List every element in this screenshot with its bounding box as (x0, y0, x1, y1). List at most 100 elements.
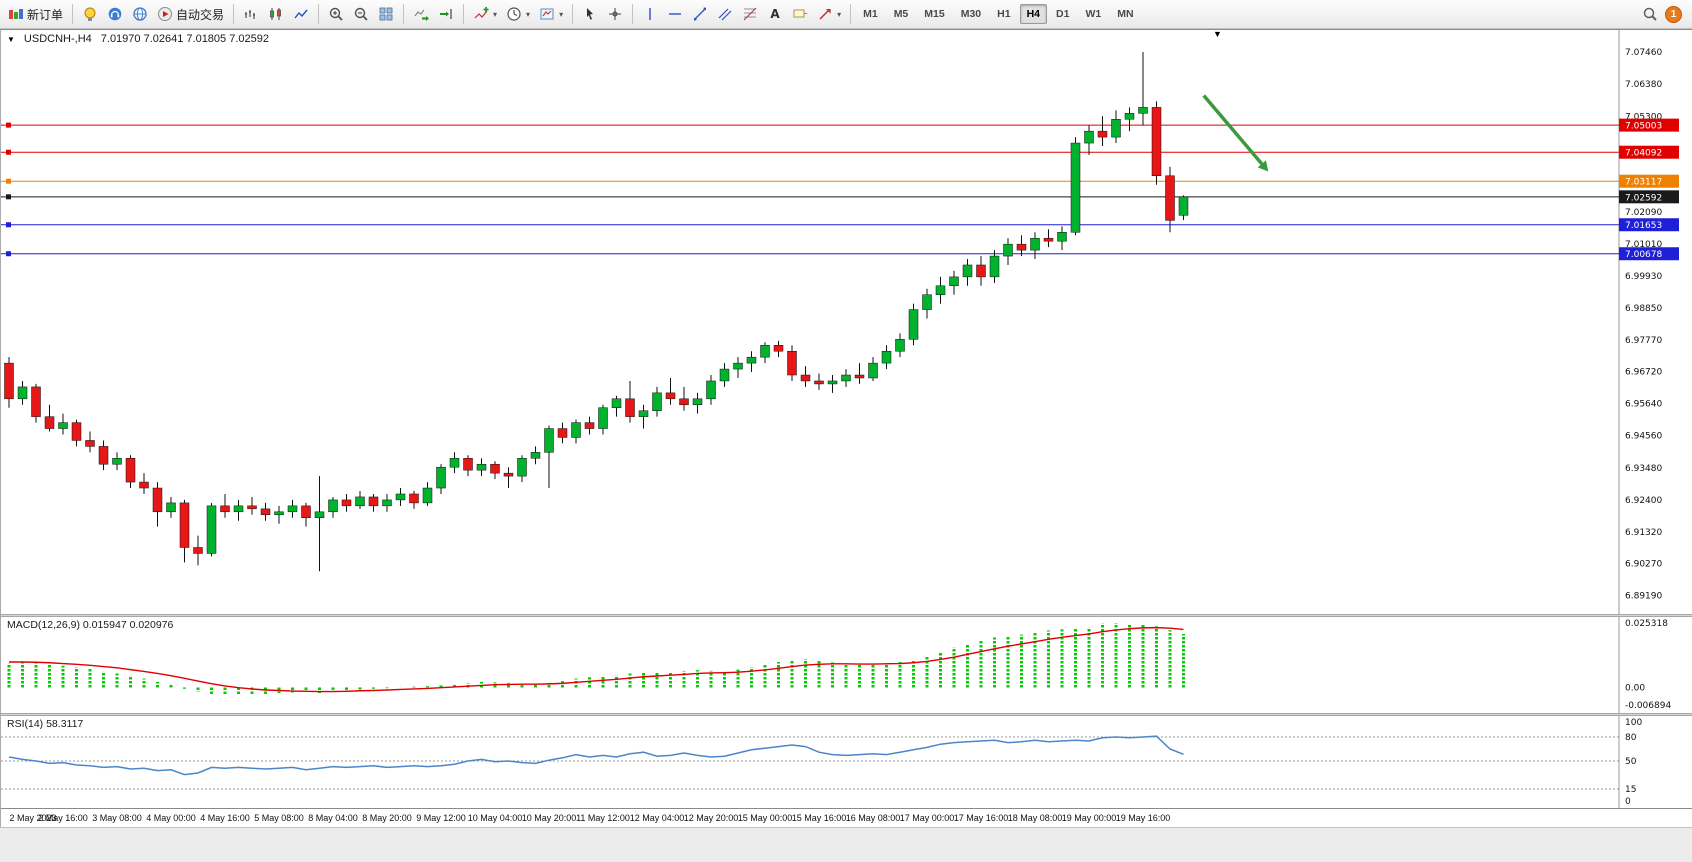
horizontal-line-icon (669, 13, 682, 15)
time-label: 9 May 12:00 (416, 813, 466, 823)
toolbar-separator (403, 4, 405, 24)
timeframe-mn-button[interactable]: MN (1117, 8, 1134, 20)
template-button[interactable]: ▾ (535, 3, 567, 26)
time-label: 15 May 00:00 (737, 813, 793, 823)
arrows-button[interactable]: ▾ (813, 3, 845, 26)
svg-text:6.94560: 6.94560 (1625, 432, 1662, 442)
zoom-in-button[interactable] (324, 3, 348, 26)
search-button[interactable] (1638, 3, 1662, 26)
period-button[interactable]: ▾ (502, 3, 534, 26)
support-button[interactable] (103, 3, 127, 26)
channel-button[interactable] (713, 3, 737, 26)
timeframe-w1-button[interactable]: W1 (1085, 8, 1102, 20)
rsi-level-lines (1, 736, 1619, 790)
notification-badge[interactable]: 1 (1665, 5, 1682, 23)
trendline-button[interactable] (688, 3, 712, 26)
cursor-button[interactable] (578, 3, 602, 26)
toolbar-separator (72, 4, 74, 24)
time-label: 8 May 04:00 (308, 813, 358, 823)
chart-bars-button[interactable] (239, 3, 263, 26)
chart-shift-marker[interactable]: ▼ (1213, 29, 1222, 39)
indicators-button[interactable]: ▾ (469, 3, 501, 26)
tile-windows-button[interactable] (374, 3, 398, 26)
new-order-icon (9, 9, 23, 19)
chart-line-button[interactable] (289, 3, 313, 26)
svg-text:6.90270: 6.90270 (1625, 559, 1662, 569)
svg-text:7.02090: 7.02090 (1625, 208, 1662, 218)
crosshair-button[interactable] (603, 3, 627, 26)
lamp-button[interactable] (78, 3, 102, 26)
svg-text:50: 50 (1625, 757, 1637, 767)
new-order-button[interactable]: 新订单 (4, 3, 67, 26)
time-label: 15 May 16:00 (791, 813, 847, 823)
time-axis[interactable]: 2 May 2023 2 May 16:00 3 May 08:00 4 May 00… (1, 808, 1692, 827)
time-label: 19 May 00:00 (1061, 813, 1117, 823)
svg-text:15: 15 (1625, 785, 1636, 795)
globe-icon (133, 7, 147, 21)
rsi-axis: 100 80 50 15 0 (1625, 718, 1642, 807)
text-label-button[interactable] (788, 3, 812, 26)
cursor-icon (587, 8, 594, 20)
svg-text:6.96720: 6.96720 (1625, 367, 1662, 377)
svg-text:-0.006894: -0.006894 (1625, 701, 1671, 711)
time-label: 5 May 08:00 (254, 813, 304, 823)
timeframe-h1-button[interactable]: H1 (997, 8, 1011, 20)
svg-text:7.01010: 7.01010 (1625, 240, 1662, 250)
headset-icon (108, 7, 122, 21)
svg-text:7.05300: 7.05300 (1625, 112, 1662, 122)
clock-icon (507, 7, 521, 21)
price-axis: 7.07460 7.06380 7.05300 7.02090 7.01010 6.999… (1625, 48, 1662, 601)
timeframe-m5-button[interactable]: M5 (893, 8, 909, 20)
chevron-down-icon: ▾ (526, 9, 531, 19)
panel-splitter[interactable] (1, 614, 1692, 617)
time-label: 16 May 08:00 (845, 813, 901, 823)
chart-window: 7.07460 7.06380 7.05300 7.02090 7.01010 6.999… (0, 29, 1692, 827)
svg-text:6.98850: 6.98850 (1625, 304, 1662, 314)
line-chart-icon (294, 9, 308, 19)
svg-text:6.93480: 6.93480 (1625, 464, 1662, 474)
svg-text:7.07460: 7.07460 (1625, 48, 1662, 58)
auto-trading-button[interactable]: 自动交易 (153, 3, 228, 26)
search-icon (1643, 7, 1657, 21)
horizontal-line-button[interactable] (663, 3, 687, 26)
timeframe-bar: M1 M5 M15 M30 H1 H4 D1 W1 MN (856, 4, 1140, 24)
rsi-panel: 100 80 50 15 0 RSI(14) 58.3117 (1, 716, 1692, 808)
auto-scroll-button[interactable] (409, 3, 433, 26)
zoom-out-icon (354, 7, 368, 21)
vertical-line-button[interactable] (638, 3, 662, 26)
toolbar-separator (632, 4, 634, 24)
timeframe-h4-button[interactable]: H4 (1019, 4, 1048, 24)
auto-trading-label: 自动交易 (176, 7, 225, 22)
community-button[interactable] (128, 3, 152, 26)
auto-scroll-icon (414, 9, 430, 21)
macd-signal-line (9, 626, 1184, 693)
fibonacci-button[interactable] (738, 3, 762, 26)
timeframe-m1-button[interactable]: M1 (863, 8, 878, 20)
time-label: 4 May 16:00 (200, 813, 250, 823)
panel-splitter[interactable] (1, 713, 1692, 716)
time-label: 17 May 00:00 (899, 813, 955, 823)
rsi-canvas[interactable]: 100 80 50 15 0 (1, 716, 1692, 808)
time-label: 18 May 08:00 (1007, 813, 1063, 823)
svg-text:7.03117: 7.03117 (1625, 178, 1662, 188)
chart-shift-button[interactable] (434, 3, 458, 26)
macd-canvas[interactable]: 0.025318 0.00 -0.006894 (1, 617, 1692, 713)
svg-text:0.025318: 0.025318 (1625, 619, 1668, 629)
svg-text:6.91320: 6.91320 (1625, 528, 1662, 538)
time-label: 8 May 20:00 (362, 813, 412, 823)
svg-text:7.01653: 7.01653 (1625, 221, 1662, 231)
timeframe-d1-button[interactable]: D1 (1056, 8, 1070, 20)
price-panel: 7.07460 7.06380 7.05300 7.02090 7.01010 6.999… (1, 29, 1692, 614)
svg-text:80: 80 (1625, 733, 1637, 743)
svg-text:7.00678: 7.00678 (1625, 250, 1662, 260)
timeframe-m30-button[interactable]: M30 (960, 8, 982, 20)
zoom-out-button[interactable] (349, 3, 373, 26)
price-chart-canvas[interactable]: 7.07460 7.06380 7.05300 7.02090 7.01010 6.999… (1, 30, 1692, 614)
timeframe-m15-button[interactable]: M15 (924, 8, 945, 20)
time-label: 12 May 20:00 (683, 813, 739, 823)
window-bottom (0, 827, 1692, 862)
text-button[interactable]: A (763, 3, 787, 26)
channel-icon (718, 8, 732, 21)
chart-candles-button[interactable] (264, 3, 288, 26)
time-label: 2 May 16:00 (38, 813, 88, 823)
